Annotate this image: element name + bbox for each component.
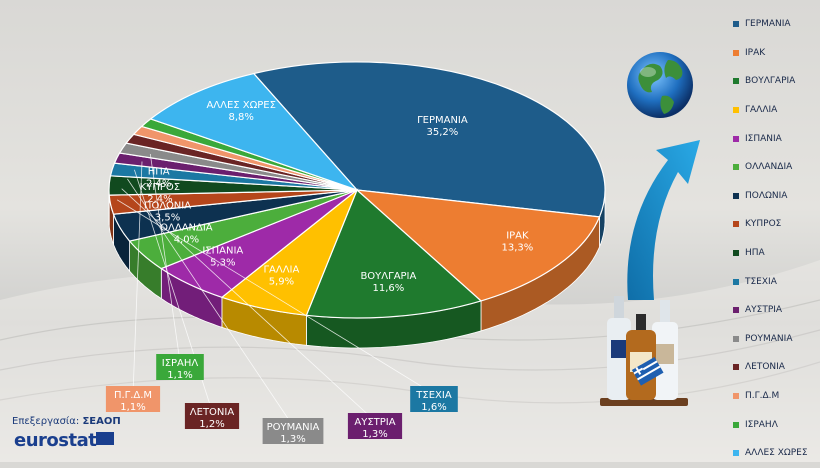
legend-label-9: ΤΣΕΧΙΑ — [745, 277, 777, 287]
label-value-10: 1,3% — [362, 429, 387, 440]
legend-label-3: ΓΑΛΛΙΑ — [745, 105, 777, 115]
legend-label-14: ΙΣΡΑΗΛ — [745, 420, 778, 430]
label-value-8: 2,4% — [146, 178, 171, 189]
legend-swatch-9 — [733, 279, 739, 285]
label-name-4: ΙΣΠΑΝΙΑ — [202, 245, 243, 256]
legend-swatch-0 — [733, 21, 739, 27]
legend-swatch-3 — [733, 107, 739, 113]
legend-label-12: ΛΕΤΟΝΙΑ — [745, 362, 785, 372]
legend-item-8: ΗΠΑ — [733, 239, 819, 268]
label-name-14: ΙΣΡΑΗΛ — [162, 358, 199, 369]
legend-item-5: ΟΛΛΑΝΔΙΑ — [733, 153, 819, 182]
legend-swatch-6 — [733, 193, 739, 199]
label-name-1: ΙΡΑΚ — [506, 230, 529, 241]
legend-label-0: ΓΕΡΜΑΝΙΑ — [745, 19, 791, 29]
legend-item-14: ΙΣΡΑΗΛ — [733, 410, 819, 439]
legend-swatch-7 — [733, 221, 739, 227]
legend-item-1: ΙΡΑΚ — [733, 39, 819, 68]
label-name-0: ΓΕΡΜΑΝΙΑ — [417, 115, 468, 126]
eu-flag-icon — [96, 432, 114, 445]
legend-item-0: ΓΕΡΜΑΝΙΑ — [733, 10, 819, 39]
legend-swatch-13 — [733, 393, 739, 399]
label-value-2: 11,6% — [373, 283, 405, 294]
legend-label-1: ΙΡΑΚ — [745, 48, 765, 58]
legend-swatch-4 — [733, 136, 739, 142]
label-name-10: ΑΥΣΤΡΙΑ — [354, 417, 395, 428]
legend-label-8: ΗΠΑ — [745, 248, 765, 258]
label-value-15: 8,8% — [228, 112, 253, 123]
legend-item-10: ΑΥΣΤΡΙΑ — [733, 296, 819, 325]
label-name-2: ΒΟΥΛΓΑΡΙΑ — [360, 271, 416, 282]
credit-line: Επεξεργασία: ΣΕΑΟΠ — [12, 416, 121, 427]
legend-item-13: Π.Γ.Δ.Μ — [733, 382, 819, 411]
chart-legend: ΓΕΡΜΑΝΙΑ ΙΡΑΚ ΒΟΥΛΓΑΡΙΑ ΓΑΛΛΙΑ ΙΣΠΑΝΙΑ ΟΛΛΑΝΔ… — [733, 10, 819, 468]
label-name-12: ΛΕΤΟΝΙΑ — [190, 407, 235, 418]
legend-item-2: ΒΟΥΛΓΑΡΙΑ — [733, 67, 819, 96]
label-value-6: 3,5% — [155, 212, 180, 223]
legend-item-6: ΠΟΛΩΝΙΑ — [733, 182, 819, 211]
legend-swatch-11 — [733, 336, 739, 342]
legend-label-2: ΒΟΥΛΓΑΡΙΑ — [745, 76, 795, 86]
credit-org: ΣΕΑΟΠ — [82, 416, 120, 427]
legend-swatch-15 — [733, 450, 739, 456]
legend-item-9: ΤΣΕΧΙΑ — [733, 267, 819, 296]
eurostat-logo: eurostat — [14, 430, 96, 451]
label-value-9: 1,6% — [421, 402, 446, 413]
legend-swatch-12 — [733, 364, 739, 370]
label-value-7: 2,4% — [147, 194, 172, 205]
label-name-13: Π.Γ.Δ.Μ — [114, 390, 152, 401]
legend-label-7: ΚΥΠΡΟΣ — [745, 219, 781, 229]
legend-item-11: ΡΟΥΜΑΝΙΑ — [733, 325, 819, 354]
legend-label-13: Π.Γ.Δ.Μ — [745, 391, 779, 401]
label-slice-13: Π.Γ.Δ.Μ1,1% — [106, 386, 160, 413]
legend-label-10: ΑΥΣΤΡΙΑ — [745, 305, 782, 315]
label-value-13: 1,1% — [120, 402, 145, 413]
legend-item-3: ΓΑΛΛΙΑ — [733, 96, 819, 125]
label-name-11: ΡΟΥΜΑΝΙΑ — [267, 422, 320, 433]
legend-swatch-5 — [733, 164, 739, 170]
arrow-up-right-icon — [627, 140, 700, 300]
legend-label-6: ΠΟΛΩΝΙΑ — [745, 191, 787, 201]
legend-item-4: ΙΣΠΑΝΙΑ — [733, 124, 819, 153]
credit-prefix: Επεξεργασία: — [12, 416, 79, 427]
label-value-12: 1,2% — [199, 419, 224, 430]
legend-label-11: ΡΟΥΜΑΝΙΑ — [745, 334, 792, 344]
legend-item-12: ΛΕΤΟΝΙΑ — [733, 353, 819, 382]
label-name-5: ΟΛΛΑΝΔΙΑ — [160, 222, 213, 233]
label-name-8: ΗΠΑ — [148, 166, 170, 177]
globe-icon — [627, 52, 693, 118]
legend-label-15: ΑΛΛΕΣ ΧΩΡΕΣ — [745, 448, 808, 458]
label-value-0: 35,2% — [427, 127, 459, 138]
label-value-3: 5,9% — [269, 277, 294, 288]
label-value-14: 1,1% — [167, 370, 192, 381]
label-value-4: 5,3% — [210, 257, 235, 268]
legend-swatch-1 — [733, 50, 739, 56]
legend-item-15: ΑΛΛΕΣ ΧΩΡΕΣ — [733, 439, 819, 468]
legend-swatch-8 — [733, 250, 739, 256]
label-name-15: ΑΛΛΕΣ ΧΩΡΕΣ — [206, 100, 276, 111]
legend-item-7: ΚΥΠΡΟΣ — [733, 210, 819, 239]
legend-swatch-10 — [733, 307, 739, 313]
legend-swatch-14 — [733, 422, 739, 428]
label-name-3: ΓΑΛΛΙΑ — [263, 265, 299, 276]
label-value-5: 4,0% — [174, 234, 199, 245]
label-name-9: ΤΣΕΧΙΑ — [415, 390, 452, 401]
legend-label-5: ΟΛΛΑΝΔΙΑ — [745, 162, 792, 172]
legend-swatch-2 — [733, 78, 739, 84]
pie-top — [109, 62, 605, 318]
legend-label-4: ΙΣΠΑΝΙΑ — [745, 134, 782, 144]
label-value-1: 13,3% — [502, 242, 534, 253]
label-value-11: 1,3% — [280, 434, 305, 445]
